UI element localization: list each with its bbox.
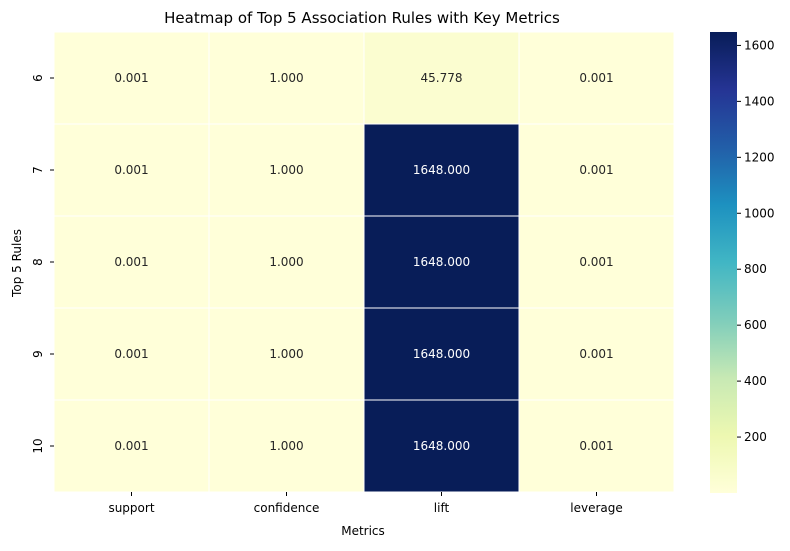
- heatmap-cell: [208, 123, 365, 217]
- y-tick-label: 6: [31, 74, 45, 82]
- colorbar-tick-label: 800: [744, 262, 767, 276]
- cell-value-label: 1.000: [269, 439, 303, 453]
- cell-value-label: 0.001: [579, 163, 613, 177]
- colorbar-ticks: 200 400 600 800 1000 1200 1400 1600: [737, 38, 775, 444]
- heatmap-cells: [53, 31, 675, 493]
- heatmap-cell: [363, 399, 520, 493]
- heatmap-value-labels: 0.001 1.000 45.778 0.001 0.001 1.000 1648.000 0…: [114, 71, 613, 453]
- chart-title: Heatmap of Top 5 Association Rules with …: [164, 9, 560, 27]
- heatmap-cell: [208, 215, 365, 309]
- heatmap-cell: [53, 399, 210, 493]
- x-tick-label: confidence: [254, 501, 320, 515]
- heatmap-cell: [53, 307, 210, 401]
- y-tick-label: 7: [31, 166, 45, 174]
- colorbar-tick-label: 200: [744, 430, 767, 444]
- cell-value-label: 1.000: [269, 347, 303, 361]
- cell-value-label: 1.000: [269, 163, 303, 177]
- colorbar-tick-label: 1000: [744, 206, 775, 220]
- y-axis-label: Top 5 Rules: [10, 229, 24, 298]
- heatmap-cell: [518, 399, 675, 493]
- y-tick-label: 10: [31, 438, 45, 453]
- y-axis-ticks: 6 7 8 9 10: [31, 74, 54, 454]
- x-axis-ticks: support confidence lift leverage: [108, 492, 623, 515]
- cell-value-label: 1648.000: [413, 255, 470, 269]
- heatmap-cell: [518, 215, 675, 309]
- heatmap-cell: [363, 31, 520, 125]
- x-tick-label: support: [108, 501, 154, 515]
- y-tick-label: 8: [31, 258, 45, 266]
- heatmap-cell: [208, 399, 365, 493]
- cell-value-label: 0.001: [114, 347, 148, 361]
- cell-value-label: 0.001: [114, 439, 148, 453]
- cell-value-label: 0.001: [579, 71, 613, 85]
- heatmap-cell: [363, 307, 520, 401]
- colorbar-tick-label: 1400: [744, 94, 775, 108]
- cell-value-label: 1.000: [269, 71, 303, 85]
- cell-value-label: 0.001: [579, 347, 613, 361]
- cell-value-label: 1648.000: [413, 163, 470, 177]
- colorbar-tick-label: 1200: [744, 150, 775, 164]
- cell-value-label: 0.001: [114, 71, 148, 85]
- x-axis-label: Metrics: [341, 524, 385, 538]
- cell-value-label: 1.000: [269, 255, 303, 269]
- heatmap-cell: [53, 31, 210, 125]
- heatmap-cell: [208, 31, 365, 125]
- x-tick-label: lift: [434, 501, 450, 515]
- x-tick-label: leverage: [570, 501, 623, 515]
- cell-value-label: 1648.000: [413, 439, 470, 453]
- cell-value-label: 45.778: [421, 71, 463, 85]
- cell-value-label: 0.001: [114, 255, 148, 269]
- colorbar-tick-label: 1600: [744, 38, 775, 52]
- heatmap-cell: [53, 123, 210, 217]
- cell-value-label: 0.001: [579, 255, 613, 269]
- cell-value-label: 0.001: [579, 439, 613, 453]
- heatmap-cell: [208, 307, 365, 401]
- heatmap-cell: [518, 307, 675, 401]
- colorbar-tick-label: 400: [744, 374, 767, 388]
- heatmap-cell: [518, 123, 675, 217]
- heatmap-cell: [518, 31, 675, 125]
- cell-value-label: 0.001: [114, 163, 148, 177]
- colorbar-tick-label: 600: [744, 318, 767, 332]
- y-tick-label: 9: [31, 350, 45, 358]
- colorbar: [710, 32, 737, 493]
- cell-value-label: 1648.000: [413, 347, 470, 361]
